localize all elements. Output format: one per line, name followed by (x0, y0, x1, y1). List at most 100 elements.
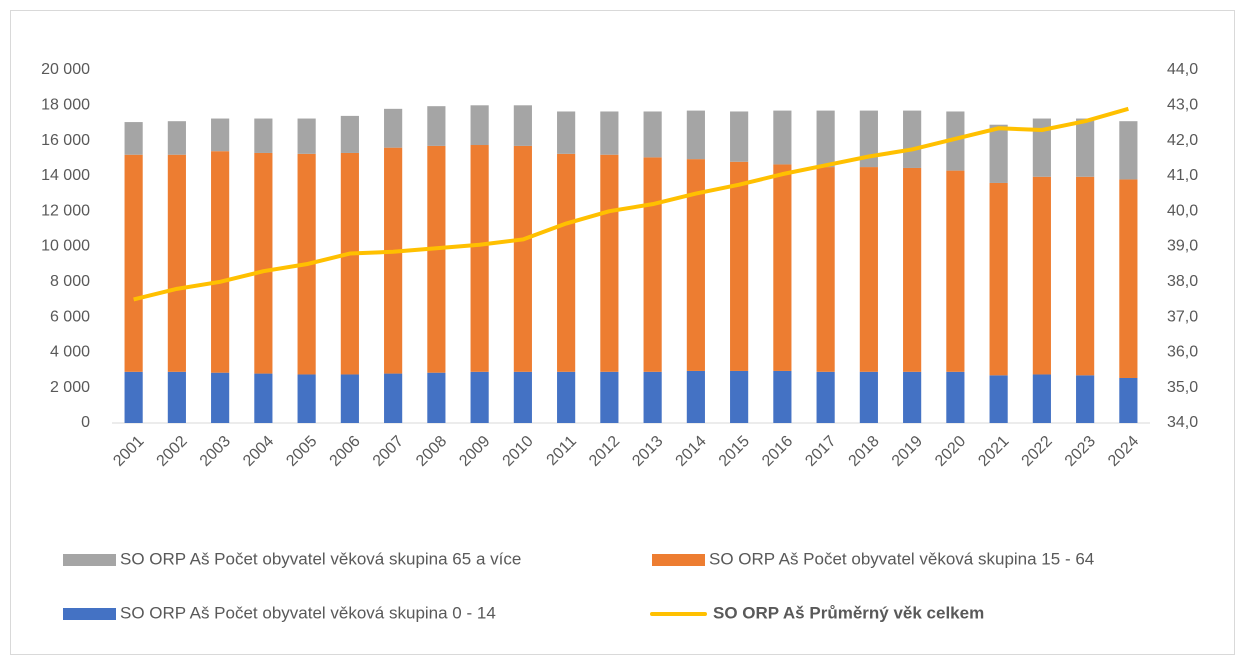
bar (470, 145, 489, 372)
y-tick-label: 10 000 (41, 238, 90, 255)
legend-swatch (63, 608, 116, 620)
bar (124, 154, 143, 372)
y-tick-label: 2 000 (50, 379, 90, 396)
y-tick-label: 14 000 (41, 167, 90, 184)
y2-tick-label: 41,0 (1167, 167, 1198, 184)
bar (903, 371, 922, 423)
bar (340, 374, 359, 423)
bar (643, 157, 662, 372)
bar (600, 111, 619, 155)
bar (859, 110, 878, 168)
bar (340, 115, 359, 153)
bar (643, 111, 662, 158)
bar (773, 164, 792, 371)
bar (989, 124, 1008, 183)
bar (557, 111, 576, 154)
legend-label: SO ORP Aš Počet obyvatel věková skupina … (120, 549, 521, 568)
bar (946, 170, 965, 372)
bar (773, 110, 792, 165)
bar (730, 370, 749, 423)
bar (124, 371, 143, 423)
bar (1076, 375, 1095, 423)
bar (470, 105, 489, 146)
y2-tick-label: 44,0 (1167, 61, 1198, 78)
bar (730, 161, 749, 371)
bar (946, 111, 965, 171)
bar (989, 375, 1008, 423)
bar (1076, 176, 1095, 376)
bar (384, 108, 403, 148)
legend-swatch (652, 554, 705, 566)
bar (946, 371, 965, 423)
y2-tick-label: 34,0 (1167, 414, 1198, 431)
bar (989, 182, 1008, 376)
y-tick-label: 6 000 (50, 308, 90, 325)
bar (1032, 176, 1051, 375)
y2-tick-label: 40,0 (1167, 202, 1198, 219)
bar (686, 159, 705, 371)
line (133, 106, 1129, 302)
y-tick-label: 18 000 (41, 97, 90, 114)
bar (384, 147, 403, 374)
y2-tick-label: 35,0 (1167, 379, 1198, 396)
bar (903, 110, 922, 168)
bar (643, 371, 662, 423)
bar (686, 110, 705, 160)
bar (816, 371, 835, 423)
bar (600, 154, 619, 372)
bar (816, 167, 835, 372)
bar (773, 370, 792, 423)
y-tick-label: 16 000 (41, 132, 90, 149)
bar (557, 153, 576, 372)
bar (124, 122, 143, 155)
y-tick-label: 0 (81, 414, 90, 431)
bar (1032, 118, 1051, 177)
bar (297, 374, 316, 423)
y2-tick-label: 36,0 (1167, 344, 1198, 361)
y-tick-label: 4 000 (50, 344, 90, 361)
y2-tick-label: 43,0 (1167, 97, 1198, 114)
bar (254, 373, 273, 423)
bar (470, 371, 489, 423)
bar (1119, 179, 1138, 378)
bar (859, 167, 878, 372)
bar (686, 370, 705, 423)
bar (384, 373, 403, 423)
y2-tick-label: 38,0 (1167, 273, 1198, 290)
bar (859, 371, 878, 423)
bar (297, 118, 316, 154)
legend-label: SO ORP Aš Počet obyvatel věková skupina … (709, 549, 1094, 568)
y-tick-label: 8 000 (50, 273, 90, 290)
bar (427, 145, 446, 373)
bar (600, 371, 619, 423)
bar (1119, 121, 1138, 180)
legend-swatch (63, 554, 116, 566)
bar (211, 372, 230, 423)
legend-label: SO ORP Aš Počet obyvatel věková skupina … (120, 603, 496, 622)
y-tick-label: 12 000 (41, 202, 90, 219)
bar (167, 154, 186, 372)
bar (427, 106, 446, 146)
bar (254, 152, 273, 374)
bar (513, 105, 532, 146)
bar (1119, 377, 1138, 423)
y2-tick-label: 39,0 (1167, 238, 1198, 255)
bar (1076, 118, 1095, 177)
y2-tick-label: 42,0 (1167, 132, 1198, 149)
bar (167, 371, 186, 423)
bar (254, 118, 273, 153)
legend-label: SO ORP Aš Průměrný věk celkem (713, 603, 984, 622)
y2-tick-label: 37,0 (1167, 308, 1198, 325)
bar (816, 110, 835, 168)
bar (211, 118, 230, 152)
y-tick-label: 20 000 (41, 61, 90, 78)
bar (211, 151, 230, 373)
bar (513, 371, 532, 423)
bar (1032, 374, 1051, 423)
bar (513, 145, 532, 372)
bar (340, 152, 359, 375)
bar (167, 121, 186, 155)
bar (730, 111, 749, 162)
bar (903, 167, 922, 372)
